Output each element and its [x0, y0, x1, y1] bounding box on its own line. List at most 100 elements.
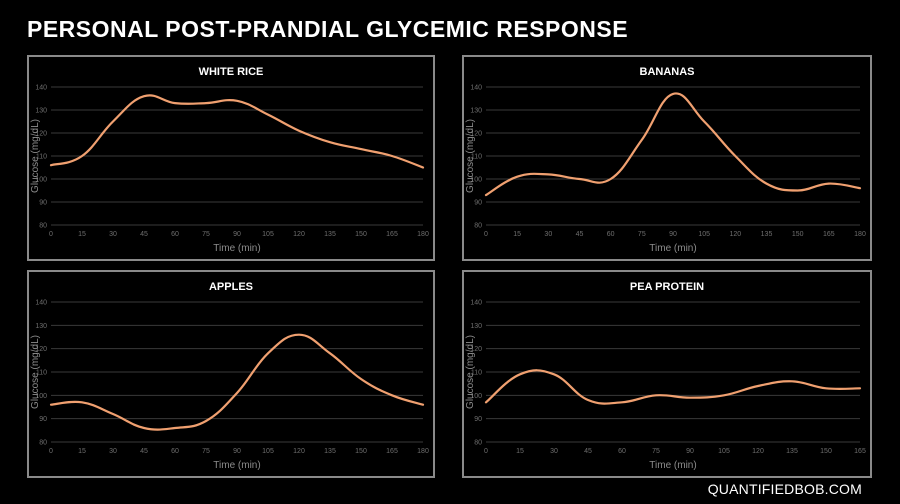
x-tick-label: 120: [752, 448, 764, 455]
y-tick-label: 110: [471, 154, 482, 161]
x-tick-label: 0: [49, 448, 53, 455]
x-tick-label: 0: [484, 448, 488, 455]
y-tick-label: 80: [39, 223, 47, 230]
x-tick-label: 45: [584, 448, 592, 455]
chart-svg: APPLES 80 90 100 110 120 130 140 0 15 30 45 60 75 90 10…: [30, 281, 429, 471]
y-tick-label: 100: [470, 393, 482, 400]
x-tick-label: 150: [355, 231, 367, 238]
x-tick-label: 30: [109, 448, 117, 455]
glucose-line: [484, 369, 862, 405]
x-tick-label: 150: [355, 448, 367, 455]
x-tick-label: 0: [49, 231, 53, 238]
x-tick-label: 165: [823, 231, 835, 238]
x-tick-label: 45: [140, 448, 148, 455]
y-tick-label: 140: [35, 85, 47, 92]
y-tick-label: 90: [39, 200, 47, 207]
glucose-line: [49, 333, 425, 431]
x-tick-label: 15: [516, 448, 524, 455]
chart-title: WHITE RICE: [199, 66, 264, 78]
y-tick-label: 100: [35, 393, 47, 400]
site-footer: QUANTIFIEDBOB.COM: [707, 481, 862, 497]
y-tick-label: 110: [36, 154, 47, 161]
x-tick-label: 165: [854, 448, 866, 455]
x-tick-label: 75: [202, 231, 210, 238]
x-tick-label: 15: [78, 231, 86, 238]
y-tick-label: 110: [471, 370, 482, 377]
page-title: PERSONAL POST-PRANDIAL GLYCEMIC RESPONSE: [27, 16, 629, 42]
x-tick-label: 75: [652, 448, 660, 455]
x-tick-label: 165: [386, 231, 398, 238]
x-tick-label: 75: [638, 231, 646, 238]
x-tick-label: 150: [792, 231, 804, 238]
y-tick-label: 100: [35, 177, 47, 184]
x-tick-label: 90: [686, 448, 694, 455]
chart-svg: WHITE RICE 80 90 100 110 120 130 140 0 15 30 45 60 75…: [30, 66, 429, 254]
x-tick-label: 60: [607, 231, 615, 238]
x-axis-label: Time (min): [213, 460, 260, 471]
chart-title: BANANAS: [640, 66, 695, 78]
x-tick-label: 90: [669, 231, 677, 238]
y-tick-label: 120: [470, 131, 482, 138]
x-tick-label: 135: [324, 231, 336, 238]
glucose-line: [49, 94, 425, 169]
y-axis-label: Glucose (mg/dL): [30, 335, 41, 409]
y-tick-label: 100: [470, 177, 482, 184]
y-axis-label: Glucose (mg/dL): [465, 119, 476, 193]
x-tick-label: 30: [109, 231, 117, 238]
y-tick-label: 80: [474, 440, 482, 447]
x-tick-label: 105: [262, 448, 274, 455]
x-tick-label: 90: [233, 448, 241, 455]
y-tick-label: 120: [35, 346, 47, 353]
x-tick-label: 120: [293, 448, 305, 455]
y-tick-label: 140: [35, 300, 47, 307]
y-tick-label: 130: [470, 108, 482, 115]
x-tick-label: 180: [854, 231, 866, 238]
x-tick-label: 120: [293, 231, 305, 238]
chart-panel-pea-protein: PEA PROTEIN 80 90 100 110 120 130 140 0 15 30 45 60 7…: [462, 270, 872, 478]
y-tick-label: 140: [470, 300, 482, 307]
y-axis-label: Glucose (mg/dL): [30, 119, 41, 193]
chart-panel-bananas: BANANAS 80 90 100 110 120 130 140 0 15 30 45 60 75 90 1…: [462, 55, 872, 261]
x-tick-label: 135: [786, 448, 798, 455]
y-tick-label: 90: [474, 416, 482, 423]
glucose-line: [484, 92, 862, 197]
x-tick-label: 45: [140, 231, 148, 238]
x-tick-label: 75: [202, 448, 210, 455]
x-axis-label: Time (min): [213, 243, 260, 254]
y-tick-label: 120: [470, 346, 482, 353]
x-tick-label: 60: [171, 231, 179, 238]
x-tick-label: 105: [262, 231, 274, 238]
x-tick-label: 60: [618, 448, 626, 455]
x-axis-label: Time (min): [649, 243, 696, 254]
x-tick-label: 165: [386, 448, 398, 455]
y-tick-label: 130: [35, 108, 47, 115]
y-tick-label: 110: [36, 370, 47, 377]
y-tick-label: 130: [470, 323, 482, 330]
x-tick-label: 90: [233, 231, 241, 238]
y-tick-label: 140: [470, 85, 482, 92]
y-tick-label: 90: [39, 416, 47, 423]
chart-title: PEA PROTEIN: [630, 281, 704, 293]
x-tick-label: 135: [761, 231, 773, 238]
x-tick-label: 60: [171, 448, 179, 455]
x-tick-label: 45: [576, 231, 584, 238]
x-tick-label: 30: [544, 231, 552, 238]
x-tick-label: 120: [729, 231, 741, 238]
x-tick-label: 150: [820, 448, 832, 455]
x-tick-label: 105: [698, 231, 710, 238]
y-tick-label: 130: [35, 323, 47, 330]
x-tick-label: 180: [417, 448, 429, 455]
chart-svg: BANANAS 80 90 100 110 120 130 140 0 15 30 45 60 75 90 1…: [465, 66, 866, 254]
x-tick-label: 15: [513, 231, 521, 238]
x-tick-label: 0: [484, 231, 488, 238]
y-tick-label: 80: [474, 223, 482, 230]
x-tick-label: 180: [417, 231, 429, 238]
x-axis-label: Time (min): [649, 460, 696, 471]
chart-title: APPLES: [209, 281, 253, 293]
y-tick-label: 90: [474, 200, 482, 207]
chart-svg: PEA PROTEIN 80 90 100 110 120 130 140 0 15 30 45 60 7…: [465, 281, 866, 471]
x-tick-label: 135: [324, 448, 336, 455]
x-tick-label: 15: [78, 448, 86, 455]
x-tick-label: 105: [718, 448, 730, 455]
chart-panel-apples: APPLES 80 90 100 110 120 130 140 0 15 30 45 60 75 90 10…: [27, 270, 435, 478]
